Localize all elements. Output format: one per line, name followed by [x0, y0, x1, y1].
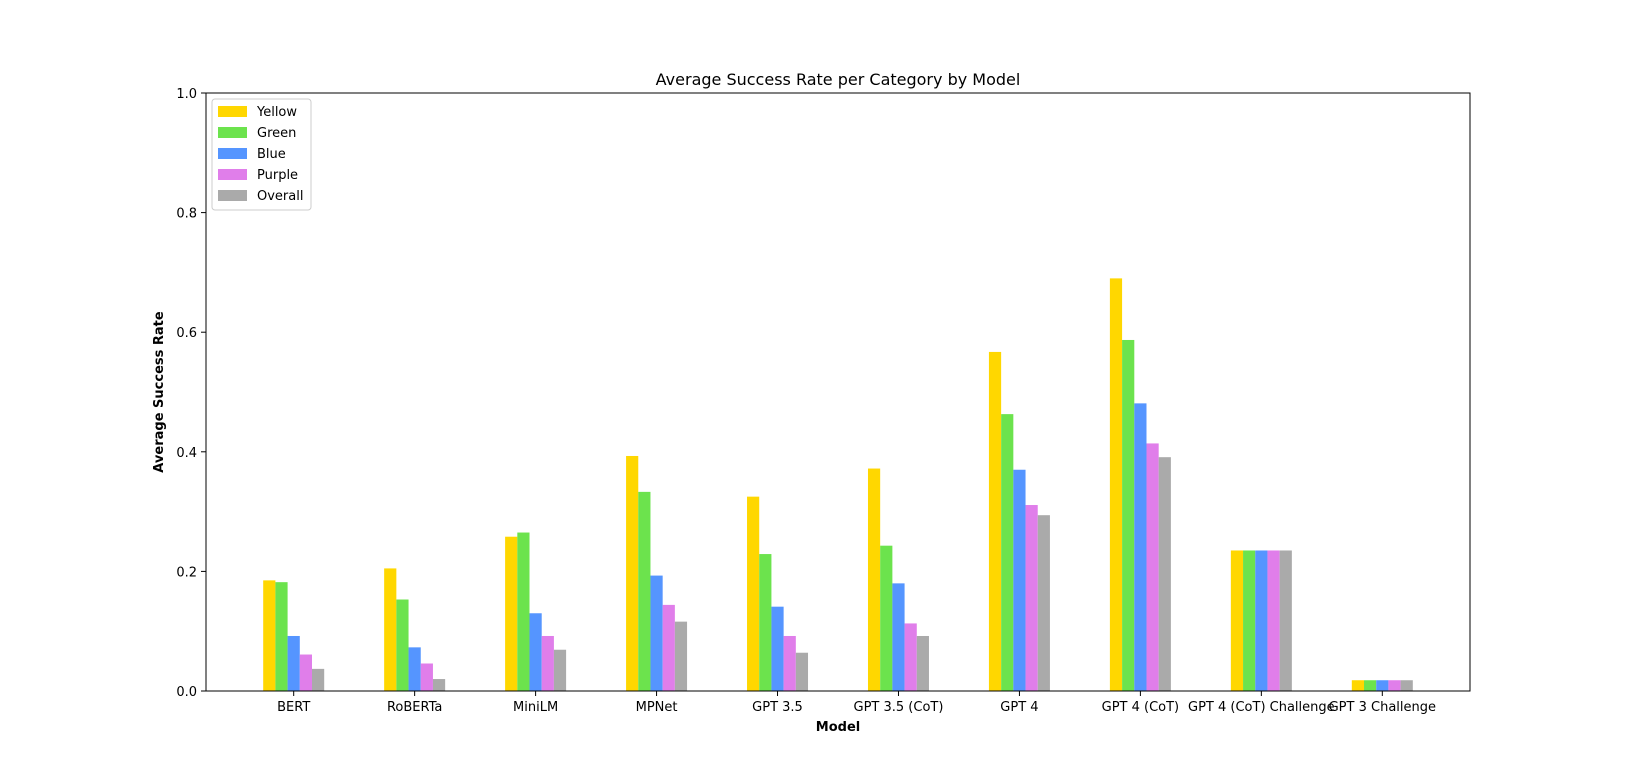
x-tick-label: GPT 4: [1000, 700, 1038, 715]
y-tick-label: 0.8: [176, 207, 197, 222]
legend-label-yellow: Yellow: [256, 105, 297, 120]
bar-overall-0: [311, 668, 325, 691]
x-axis-label: Model: [816, 720, 860, 735]
bar-yellow-4: [747, 496, 760, 691]
legend-swatch-overall: [218, 190, 247, 201]
bar-yellow-6: [988, 351, 1002, 691]
x-axis-ticks: BERT RoBERTa MiniLM MPNet GPT 3.5 GPT 3.5 (Co…: [277, 691, 1436, 715]
x-tick-label: BERT: [277, 700, 310, 715]
bar-yellow-3: [626, 455, 639, 691]
bar-blue-2: [529, 613, 542, 691]
bar-overall-5: [916, 635, 929, 691]
bar-blue-4: [771, 606, 784, 691]
bar-purple-7: [1146, 443, 1159, 691]
legend-label-blue: Blue: [257, 147, 286, 162]
bar-purple-1: [420, 663, 433, 691]
x-tick-label: MiniLM: [513, 700, 558, 715]
bar-blue-1: [408, 647, 421, 691]
legend-swatch-purple: [218, 169, 247, 180]
bar-overall-8: [1279, 550, 1292, 691]
bar-purple-6: [1025, 505, 1038, 691]
bar-purple-4: [783, 635, 796, 691]
bar-overall-9: [1400, 680, 1413, 691]
bar-green-7: [1122, 339, 1135, 691]
bar-yellow-2: [505, 536, 518, 691]
legend-swatch-blue: [218, 148, 247, 159]
y-tick-label: 0.2: [176, 565, 197, 580]
bar-blue-6: [1013, 469, 1026, 691]
x-tick-label: MPNet: [636, 700, 678, 715]
bar-green-5: [880, 545, 893, 691]
bars-layer: [263, 278, 1413, 691]
bar-overall-7: [1158, 457, 1171, 691]
bar-green-3: [638, 491, 651, 691]
bar-purple-9: [1388, 680, 1401, 691]
bar-blue-7: [1134, 403, 1147, 691]
x-tick-label: GPT 4 (CoT): [1102, 700, 1180, 715]
bar-overall-4: [795, 652, 809, 691]
bar-green-1: [396, 599, 409, 691]
legend-label-overall: Overall: [257, 189, 303, 204]
bar-yellow-9: [1351, 680, 1365, 691]
bar-blue-9: [1376, 680, 1389, 691]
legend-label-green: Green: [257, 126, 296, 141]
bar-green-8: [1243, 550, 1256, 691]
y-tick-label: 0.0: [176, 685, 197, 700]
y-tick-label: 1.0: [176, 87, 197, 102]
bar-blue-3: [650, 575, 663, 691]
bar-green-6: [1001, 414, 1014, 691]
x-tick-label: GPT 3 Challenge: [1329, 700, 1436, 715]
bar-purple-0: [299, 654, 312, 691]
bar-purple-3: [662, 604, 675, 691]
bar-blue-8: [1255, 550, 1268, 691]
legend-label-purple: Purple: [257, 168, 298, 183]
bar-purple-5: [904, 623, 917, 691]
bar-overall-2: [553, 649, 567, 691]
legend-swatch-green: [218, 127, 247, 138]
bar-green-4: [759, 554, 772, 691]
plot-frame: [205, 92, 1471, 692]
x-tick-label: GPT 4 (CoT) Challenge: [1188, 700, 1335, 715]
legend-box: [211, 98, 312, 211]
x-tick-label: GPT 3.5: [752, 700, 803, 715]
chart-title: Average Success Rate per Category by Mod…: [656, 70, 1021, 89]
bar-blue-5: [892, 583, 905, 691]
bar-purple-2: [541, 635, 554, 691]
y-axis-label: Average Success Rate: [152, 311, 167, 473]
x-tick-label: RoBERTa: [387, 700, 442, 715]
bar-yellow-8: [1230, 550, 1244, 691]
bar-blue-0: [287, 635, 300, 691]
y-axis-ticks: 0.0 0.2 0.4 0.6 0.8 1.0: [176, 87, 206, 700]
legend-swatch-yellow: [218, 106, 247, 117]
x-tick-label: GPT 3.5 (CoT): [854, 700, 944, 715]
bar-yellow-1: [384, 568, 397, 691]
bar-overall-3: [674, 621, 688, 691]
bar-green-2: [517, 532, 530, 691]
bar-yellow-0: [263, 580, 276, 691]
y-tick-label: 0.6: [176, 326, 197, 341]
bar-yellow-5: [867, 468, 881, 691]
y-tick-label: 0.4: [176, 446, 197, 461]
bar-purple-8: [1267, 550, 1280, 691]
bar-overall-6: [1037, 515, 1050, 691]
bar-green-0: [275, 582, 288, 691]
bar-overall-1: [432, 679, 446, 691]
legend: Yellow Green Blue Purple Overall: [211, 98, 312, 211]
bar-green-9: [1364, 680, 1377, 691]
bar-yellow-7: [1109, 278, 1123, 691]
